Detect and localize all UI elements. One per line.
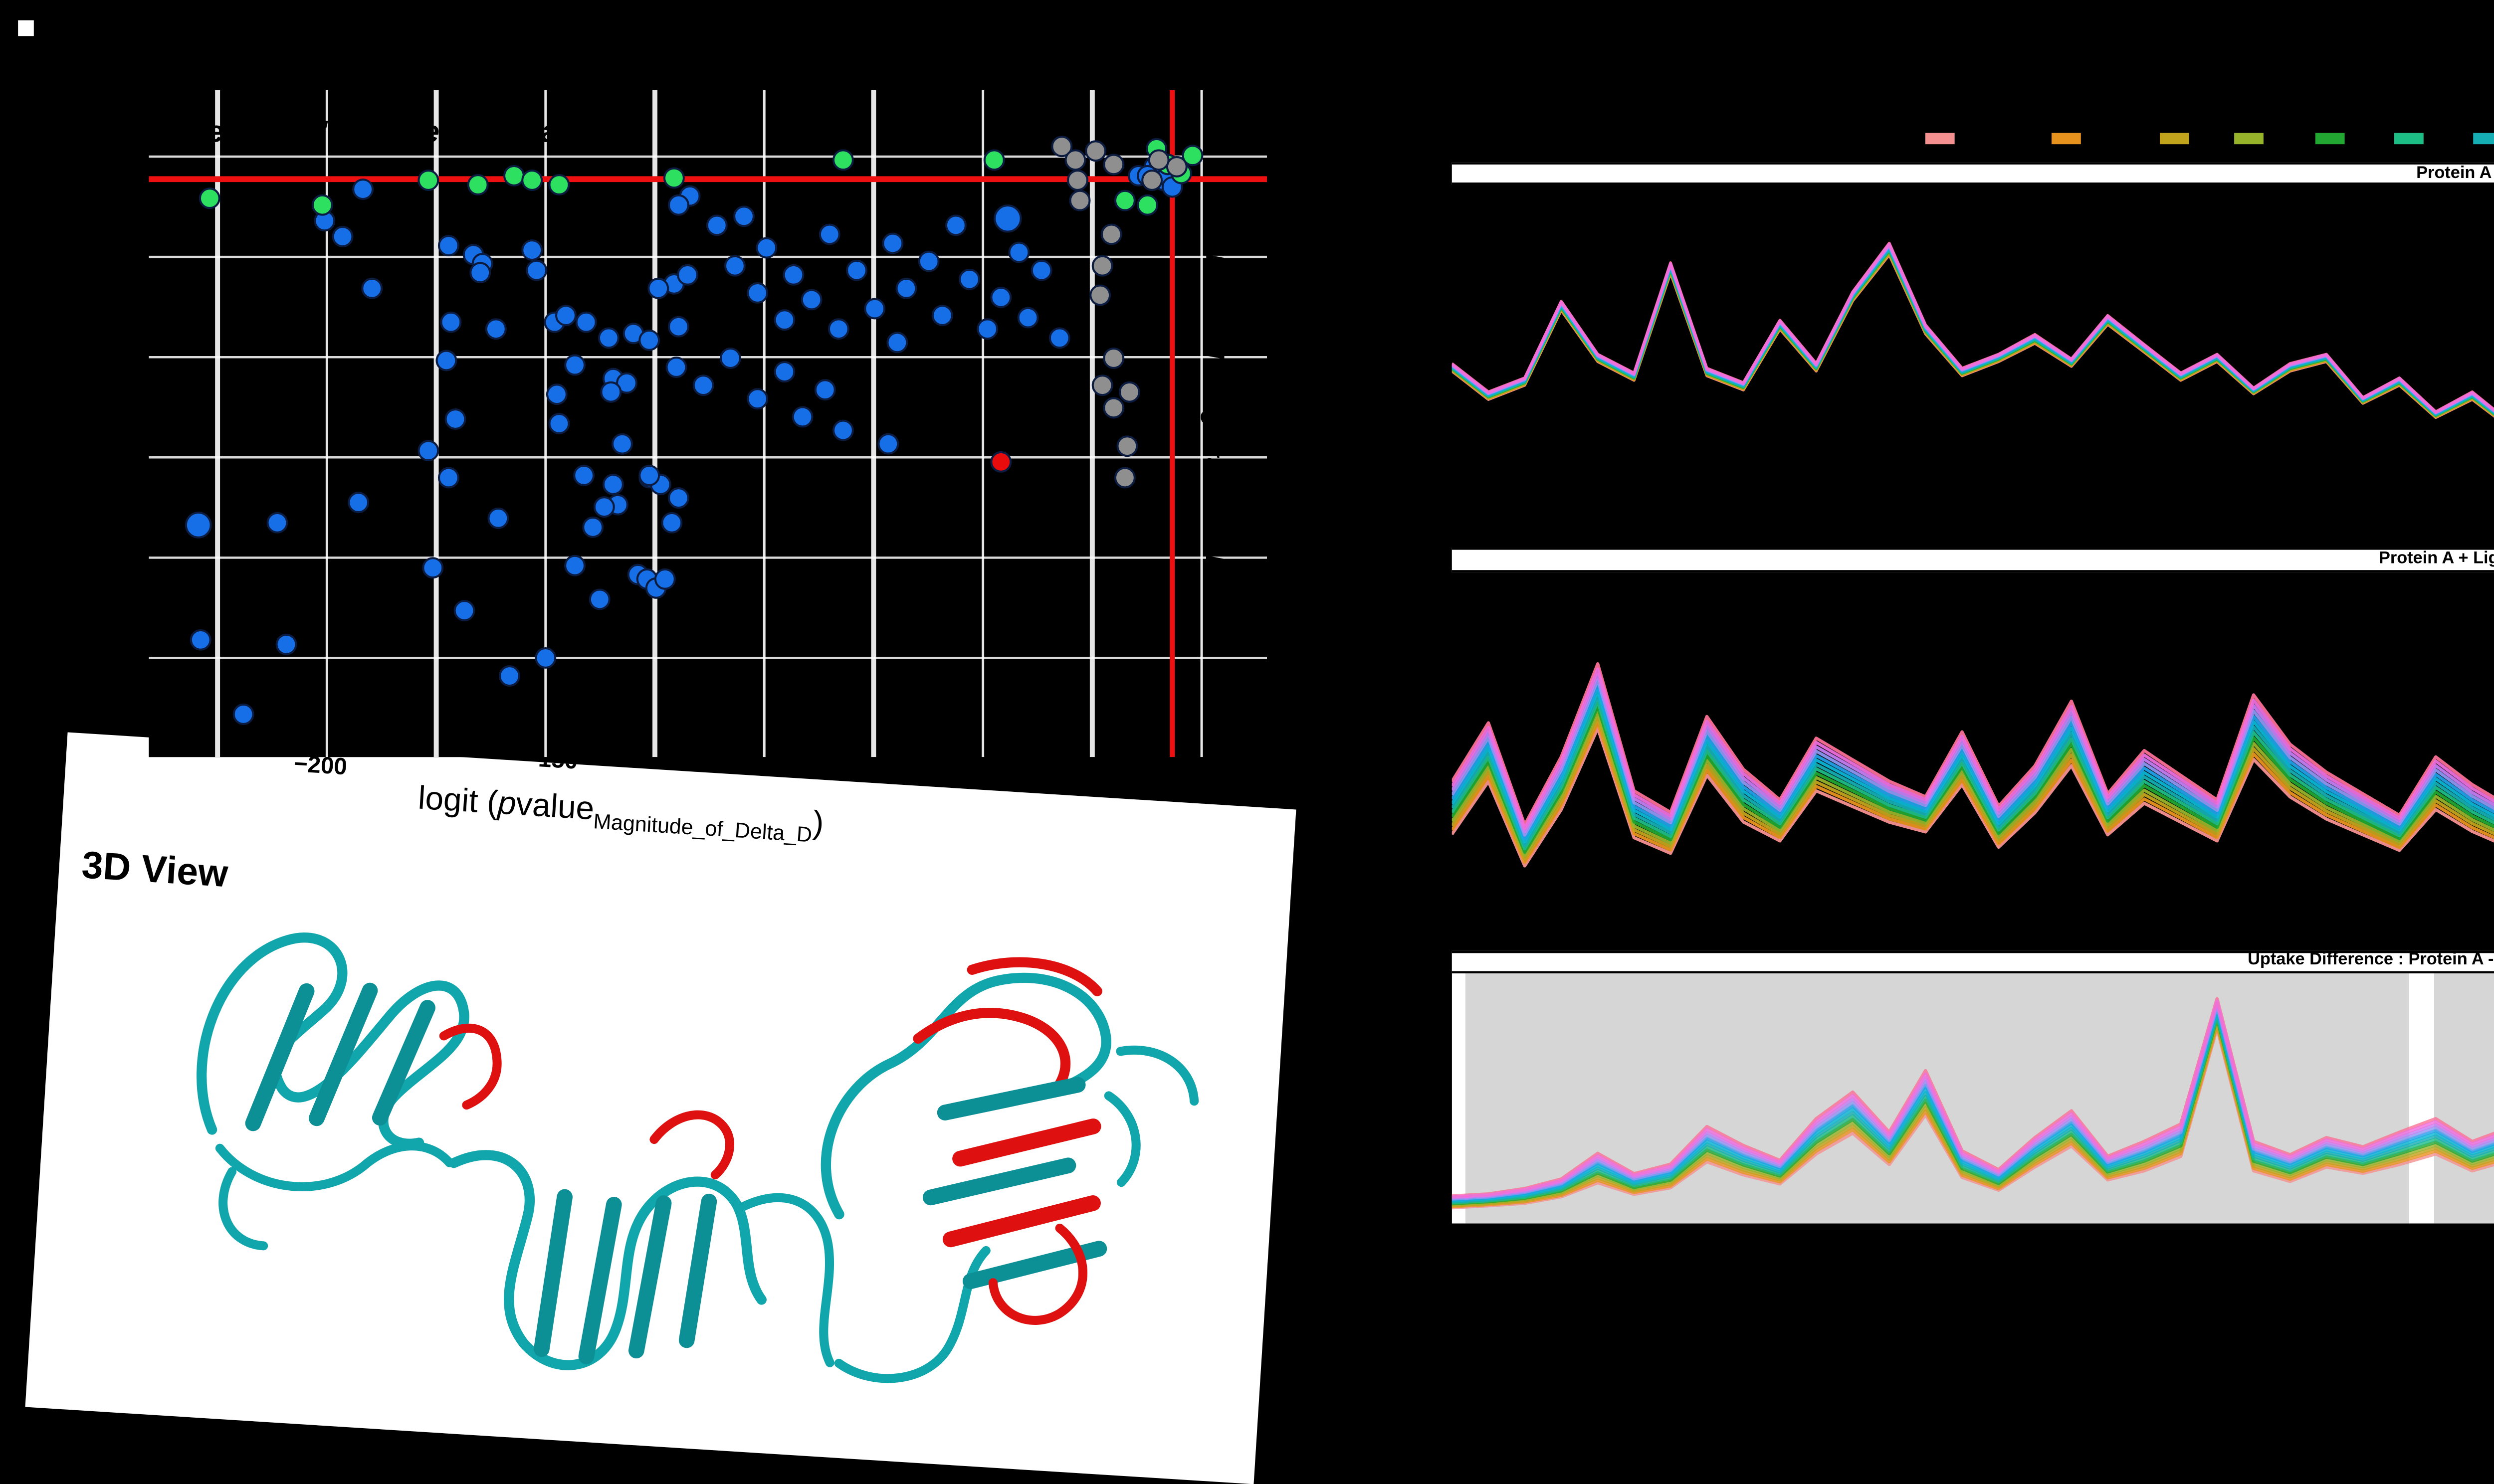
legend-chip-6[interactable] bbox=[2394, 133, 2424, 144]
protein-ribbon-segment bbox=[649, 1110, 734, 1180]
protein-ribbon-segment bbox=[942, 1118, 1101, 1248]
legend-chip-4[interactable] bbox=[2234, 133, 2264, 144]
threshold-magnitude-label: Threshold "Magnitude of ΔD" bbox=[1199, 238, 1227, 585]
protein-ribbon-segment bbox=[988, 1223, 1088, 1325]
volcano-plot[interactable]: Threshold "Change in Dynamics" Threshold… bbox=[149, 90, 1267, 757]
protein-ribbon-segment bbox=[735, 1193, 991, 1383]
protein-ribbon-segment bbox=[1104, 1045, 1199, 1187]
protein-ribbon-segment bbox=[215, 1141, 454, 1251]
protein-ribbon-segment bbox=[439, 1023, 502, 1110]
panel2-title: Protein A + Ligand bbox=[2378, 548, 2494, 569]
protein-ribbon-segment bbox=[533, 1189, 717, 1364]
legend-chip-2[interactable] bbox=[2052, 133, 2081, 144]
protein-ribbon-segment bbox=[245, 982, 435, 1131]
protein-a-chart[interactable] bbox=[1452, 189, 2494, 541]
window-artifact-dot bbox=[18, 20, 34, 36]
panel3-title-bar: Uptake Difference : Protein A - (Protein… bbox=[1452, 950, 2494, 973]
3d-view-title: 3D View bbox=[80, 844, 229, 896]
protein-ribbon-segment bbox=[913, 957, 1102, 1089]
volcano-x-axis-label: logit (pvalueMagnitude_of_Delta_D) bbox=[416, 781, 825, 849]
uptake-difference-chart[interactable] bbox=[1452, 973, 2494, 1224]
app-screenshot: −200 −150 logit (pvalueMagnitude_of_Delt… bbox=[18, 20, 2494, 1484]
threshold-change-label: Threshold "Change in Dynamics" bbox=[158, 115, 642, 149]
panel2-title-bar: Protein A + Ligand bbox=[1452, 548, 2494, 573]
3d-view-card[interactable]: −200 −150 logit (pvalueMagnitude_of_Delt… bbox=[25, 732, 1296, 1484]
legend-chip-7[interactable] bbox=[2473, 133, 2494, 144]
protein-ribbon-segment bbox=[197, 932, 469, 1149]
protein-a-ligand-chart[interactable] bbox=[1452, 577, 2494, 933]
legend-chip-3[interactable] bbox=[2159, 133, 2189, 144]
legend-chip-5[interactable] bbox=[2315, 133, 2345, 144]
volcano-canvas bbox=[149, 90, 1267, 757]
panel3-title: Uptake Difference : Protein A - (Protein… bbox=[2248, 949, 2494, 970]
protein-ribbon-segment bbox=[821, 972, 1111, 1220]
protein-ribbon-structure[interactable] bbox=[149, 902, 1261, 1484]
panel1-title-bar: Protein A bbox=[1452, 161, 2494, 186]
protein-ribbon-segment bbox=[448, 1150, 767, 1370]
panel1-title: Protein A bbox=[2416, 161, 2492, 182]
legend-chip-1[interactable] bbox=[1925, 133, 1955, 144]
